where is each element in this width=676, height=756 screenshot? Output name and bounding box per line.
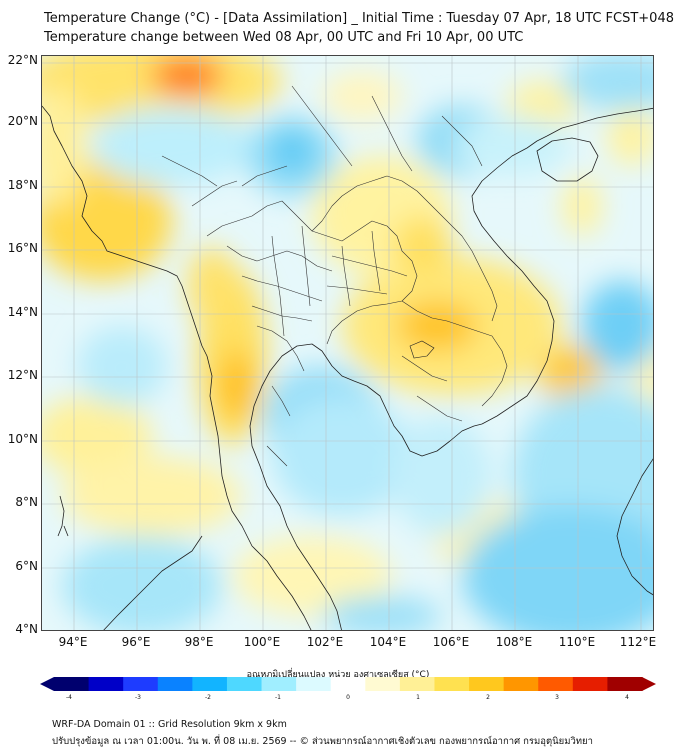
footer-credit: ปรับปรุงข้อมูล ณ เวลา 01:00น. วัน พ. ที่… xyxy=(52,736,593,747)
lon-label-100e: 100°E xyxy=(243,635,281,649)
colorbar-tick-minus1: -1 xyxy=(275,694,281,701)
map-title: Temperature Change (°C) - [Data Assimila… xyxy=(44,11,674,26)
colorbar-cell xyxy=(261,677,297,691)
colorbar xyxy=(40,677,656,691)
lat-label-16n: 16°N xyxy=(7,241,38,255)
colorbar-cell xyxy=(88,677,124,691)
colorbar-cell xyxy=(503,677,539,691)
tonle-sap-lake xyxy=(409,340,435,359)
temperature-field xyxy=(42,56,653,630)
colorbar-cell xyxy=(123,677,159,691)
lon-label-96e: 96°E xyxy=(121,635,151,649)
colorbar-max-arrow xyxy=(642,677,656,691)
colorbar-cell xyxy=(399,677,436,691)
colorbar-cell xyxy=(572,677,609,691)
lat-label-22n: 22°N xyxy=(7,53,38,67)
colorbar-cell xyxy=(296,677,332,691)
lat-label-10n: 10°N xyxy=(7,432,38,446)
lat-label-20n: 20°N xyxy=(7,114,38,128)
lat-label-6n: 6°N xyxy=(15,559,38,573)
colorbar-cell xyxy=(434,677,470,691)
lon-label-104e: 104°E xyxy=(369,635,407,649)
lat-label-4n: 4°N xyxy=(15,622,38,636)
colorbar-cell xyxy=(192,677,228,691)
colorbar-tick-4: 4 xyxy=(625,694,629,701)
lon-label-98e: 98°E xyxy=(184,635,214,649)
colorbar-tick-0: 0 xyxy=(346,694,350,701)
lon-label-112e: 112°E xyxy=(619,635,657,649)
footer-model-info: WRF-DA Domain 01 :: Grid Resolution 9km … xyxy=(52,719,287,730)
colorbar-cell xyxy=(607,677,643,691)
lon-label-110e: 110°E xyxy=(558,635,596,649)
colorbar-tick-minus4: -4 xyxy=(66,694,72,701)
colorbar-cell xyxy=(226,677,263,691)
colorbar-tick-minus2: -2 xyxy=(205,694,211,701)
colorbar-cell xyxy=(469,677,505,691)
colorbar-title: อุณหภูมิเปลี่ยนแปลง หน่วย องศาเซลเซียส (… xyxy=(246,670,430,680)
colorbar-tick-1: 1 xyxy=(416,694,420,701)
colorbar-min-arrow xyxy=(40,677,54,691)
lon-label-102e: 102°E xyxy=(306,635,344,649)
lon-label-108e: 108°E xyxy=(495,635,533,649)
province-borders xyxy=(161,85,508,467)
colorbar-tick-3: 3 xyxy=(555,694,559,701)
lat-label-18n: 18°N xyxy=(7,178,38,192)
colorbar-tick-minus3: -3 xyxy=(135,694,141,701)
map-canvas xyxy=(42,56,653,630)
lat-label-14n: 14°N xyxy=(7,305,38,319)
colorbar-cell xyxy=(330,677,366,691)
lat-label-12n: 12°N xyxy=(7,368,38,382)
lon-label-94e: 94°E xyxy=(58,635,88,649)
graticule xyxy=(42,56,653,630)
colorbar-cell xyxy=(365,677,401,691)
lon-label-106e: 106°E xyxy=(432,635,470,649)
temperature-change-map xyxy=(41,55,654,631)
coastlines-and-borders xyxy=(42,105,653,630)
colorbar-tick-2: 2 xyxy=(486,694,490,701)
map-subtitle: Temperature change between Wed 08 Apr, 0… xyxy=(44,30,524,45)
colorbar-cell xyxy=(538,677,574,691)
lat-label-8n: 8°N xyxy=(15,495,38,509)
colorbar-cell xyxy=(54,677,90,691)
colorbar-cell xyxy=(157,677,193,691)
